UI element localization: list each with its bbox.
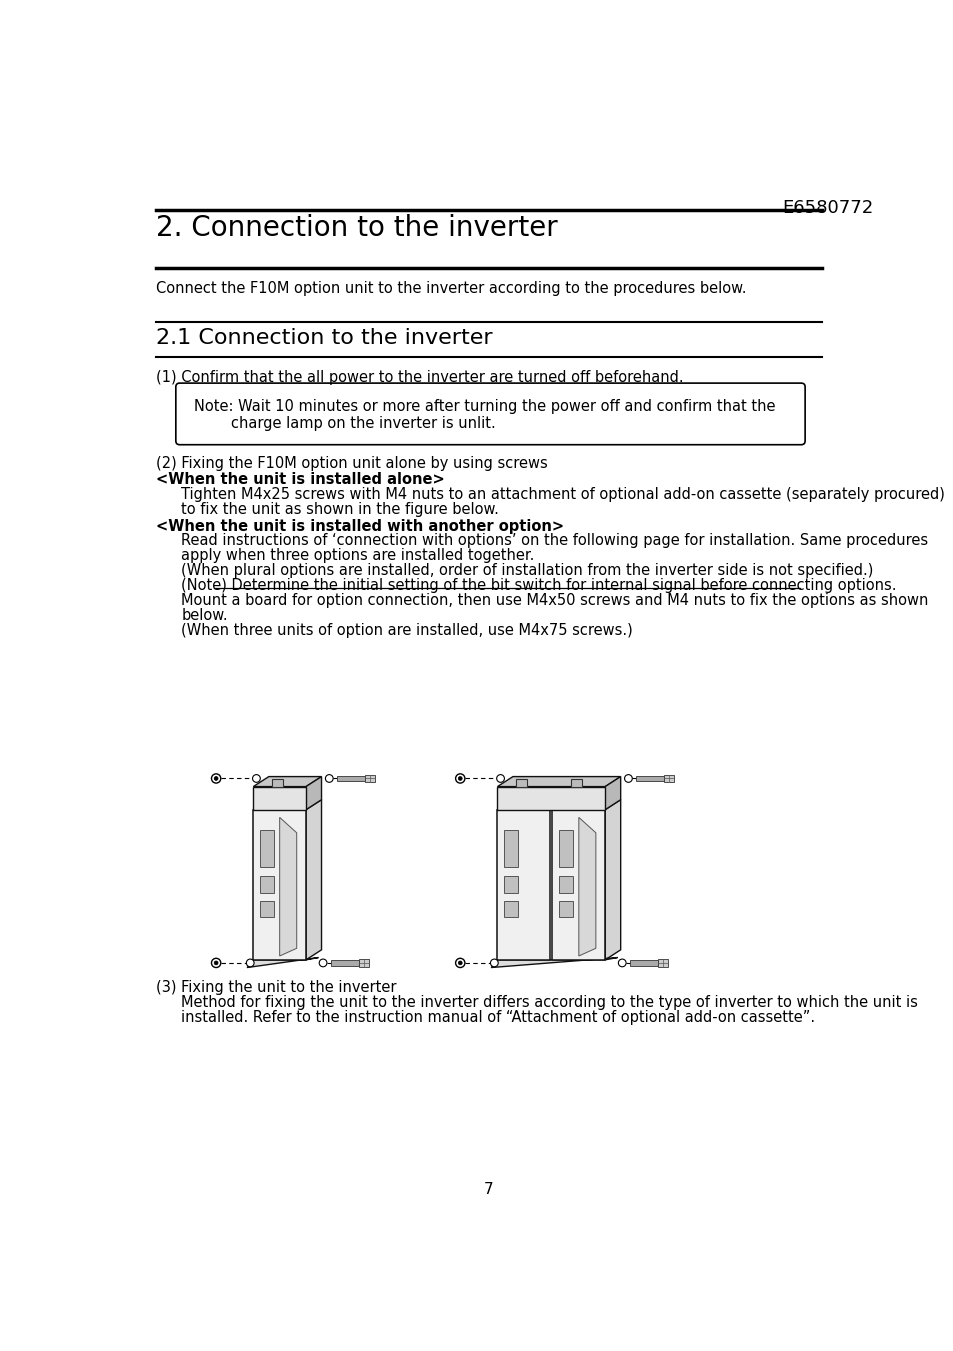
Bar [503,831,517,867]
Text: Method for fixing the unit to the inverter differs according to the type of inve: Method for fixing the unit to the invert… [181,996,917,1011]
FancyBboxPatch shape [175,384,804,444]
Text: E6580772: E6580772 [781,199,872,218]
Text: <When the unit is installed with another option>: <When the unit is installed with another… [155,519,563,534]
Polygon shape [497,786,604,809]
Bar [259,875,274,893]
Text: Connect the F10M option unit to the inverter according to the procedures below.: Connect the F10M option unit to the inve… [155,281,745,296]
Bar [253,809,306,959]
Bar [558,901,573,917]
Bar [516,780,526,786]
Circle shape [624,774,632,782]
Text: (3) Fixing the unit to the inverter: (3) Fixing the unit to the inverter [155,979,395,994]
Bar [259,831,274,867]
Circle shape [497,774,504,782]
Text: Mount a board for option connection, then use M4x50 screws and M4 nuts to fix th: Mount a board for option connection, the… [181,593,927,608]
Text: apply when three options are installed together.: apply when three options are installed t… [181,549,534,563]
Text: 7: 7 [483,1182,494,1197]
Circle shape [457,777,461,781]
Text: below.: below. [181,608,228,623]
Polygon shape [578,817,596,957]
Bar [663,774,674,782]
Text: Note: Wait 10 minutes or more after turning the power off and confirm that the: Note: Wait 10 minutes or more after turn… [193,400,775,415]
Bar [552,809,604,959]
Circle shape [490,959,497,967]
Circle shape [456,958,464,967]
Polygon shape [604,777,620,809]
Circle shape [457,961,461,965]
Text: (When three units of option are installed, use M4x75 screws.): (When three units of option are installe… [181,623,633,639]
Text: charge lamp on the inverter is unlit.: charge lamp on the inverter is unlit. [193,416,495,431]
Bar [365,774,375,782]
Polygon shape [306,777,321,809]
Text: Tighten M4x25 screws with M4 nuts to an attachment of optional add-on cassette (: Tighten M4x25 screws with M4 nuts to an … [181,488,944,503]
Circle shape [214,777,218,781]
Bar [570,780,581,786]
Polygon shape [253,777,321,786]
Circle shape [618,959,625,967]
Text: to fix the unit as shown in the figure below.: to fix the unit as shown in the figure b… [181,501,498,516]
Bar [336,775,365,781]
Text: (1) Confirm that the all power to the inverter are turned off beforehand.: (1) Confirm that the all power to the in… [155,370,682,385]
Polygon shape [247,958,318,967]
Bar [503,901,517,917]
Bar [272,780,282,786]
Text: <When the unit is installed alone>: <When the unit is installed alone> [155,473,444,488]
Circle shape [246,959,253,967]
Polygon shape [306,800,321,959]
Circle shape [456,774,464,784]
Bar [331,961,358,966]
Text: Read instructions of ‘connection with options’ on the following page for install: Read instructions of ‘connection with op… [181,534,927,549]
Bar [636,775,663,781]
Text: installed. Refer to the instruction manual of “Attachment of optional add-on cas: installed. Refer to the instruction manu… [181,1011,815,1025]
Circle shape [319,959,327,967]
Polygon shape [279,817,296,957]
Bar [358,959,369,967]
Circle shape [253,774,260,782]
Circle shape [212,958,220,967]
Polygon shape [253,786,306,809]
Polygon shape [491,958,617,967]
Bar [558,831,573,867]
Circle shape [325,774,333,782]
Bar [558,875,573,893]
Text: 2. Connection to the inverter: 2. Connection to the inverter [155,215,557,242]
Bar [658,959,667,967]
Text: 2.1 Connection to the inverter: 2.1 Connection to the inverter [155,328,492,347]
Bar [629,961,658,966]
Circle shape [212,774,220,784]
Text: (Note) Determine the initial setting of the bit switch for internal signal befor: (Note) Determine the initial setting of … [181,578,896,593]
Text: (When plural options are installed, order of installation from the inverter side: (When plural options are installed, orde… [181,563,873,578]
Polygon shape [604,800,620,959]
Polygon shape [497,777,620,786]
Bar [497,809,550,959]
Text: (2) Fixing the F10M option unit alone by using screws: (2) Fixing the F10M option unit alone by… [155,457,547,471]
Bar [259,901,274,917]
Circle shape [214,961,218,965]
Bar [503,875,517,893]
